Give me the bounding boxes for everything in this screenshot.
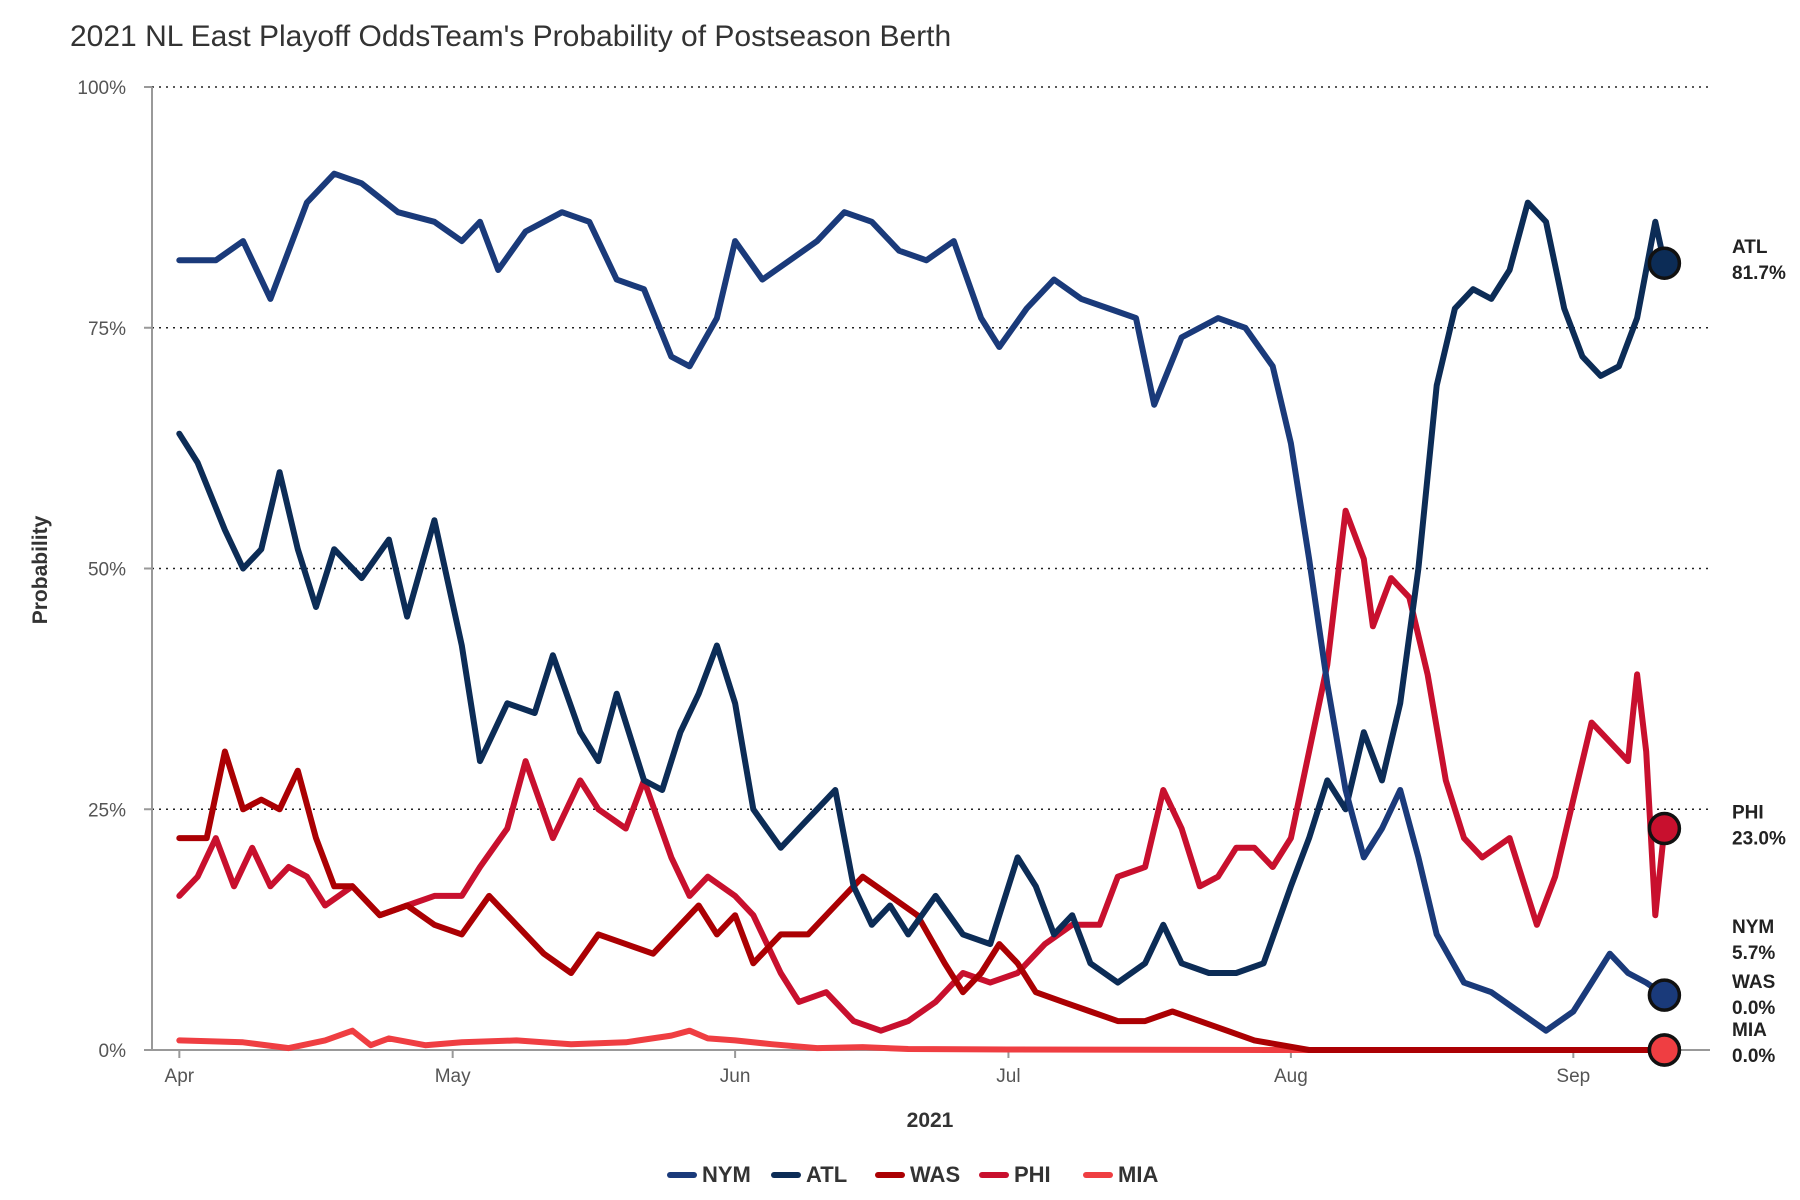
legend-label-nym: NYM bbox=[702, 1162, 751, 1187]
y-tick-label: 75% bbox=[88, 319, 126, 340]
y-axis-ticks: 0% 25% 50% 75% 100% bbox=[77, 78, 152, 1062]
end-label-name-was: WAS bbox=[1732, 972, 1775, 993]
end-label-name-atl: ATL bbox=[1732, 237, 1768, 258]
legend-label-atl: ATL bbox=[806, 1162, 847, 1187]
endpoint-marker-atl bbox=[1647, 246, 1682, 280]
series-endpoints bbox=[1647, 246, 1682, 1067]
end-label-name-mia: MIA bbox=[1732, 1020, 1767, 1041]
chart-title: 2021 NL East Playoff OddsTeam's Probabil… bbox=[70, 20, 951, 53]
y-tick-label: 50% bbox=[88, 560, 126, 581]
x-tick-label: Apr bbox=[165, 1066, 195, 1087]
x-tick-label: Jul bbox=[996, 1066, 1020, 1087]
series-line-mia bbox=[176, 1027, 1668, 1053]
x-tick-label: Sep bbox=[1556, 1066, 1590, 1087]
end-label-value-nym: 5.7% bbox=[1732, 943, 1775, 964]
series-line-phi bbox=[176, 507, 1668, 1034]
x-axis-ticks: Apr May Jun Jul Aug Sep bbox=[165, 1050, 1590, 1087]
series-line-atl bbox=[176, 199, 1668, 986]
end-label-name-phi: PHI bbox=[1732, 803, 1764, 824]
end-label-value-was: 0.0% bbox=[1732, 998, 1775, 1019]
series-lines bbox=[176, 170, 1668, 1053]
endpoint-marker-nym bbox=[1647, 978, 1682, 1012]
end-label-value-mia: 0.0% bbox=[1732, 1046, 1775, 1067]
series-line-was bbox=[176, 748, 1668, 1053]
x-tick-label: Aug bbox=[1274, 1066, 1308, 1087]
end-label-value-atl: 81.7% bbox=[1732, 263, 1786, 284]
x-tick-label: May bbox=[435, 1066, 471, 1087]
legend: NYM ATL WAS PHI MIA bbox=[667, 1162, 1158, 1187]
y-tick-label: 0% bbox=[99, 1041, 127, 1062]
legend-label-was: WAS bbox=[910, 1162, 960, 1187]
endpoint-marker-mia bbox=[1647, 1033, 1682, 1067]
end-label-value-phi: 23.0% bbox=[1732, 829, 1786, 850]
x-tick-label: Jun bbox=[720, 1066, 751, 1087]
endpoint-marker-phi bbox=[1647, 811, 1682, 846]
end-label-name-nym: NYM bbox=[1732, 917, 1774, 938]
x-axis-title: 2021 bbox=[907, 1109, 954, 1132]
series-line-nym bbox=[176, 170, 1668, 1034]
legend-label-phi: PHI bbox=[1014, 1162, 1051, 1187]
y-tick-label: 25% bbox=[88, 800, 126, 821]
y-tick-label: 100% bbox=[77, 78, 126, 99]
legend-label-mia: MIA bbox=[1118, 1162, 1158, 1187]
grid-lines bbox=[152, 86, 1710, 811]
y-axis-title: Probability bbox=[29, 515, 52, 624]
